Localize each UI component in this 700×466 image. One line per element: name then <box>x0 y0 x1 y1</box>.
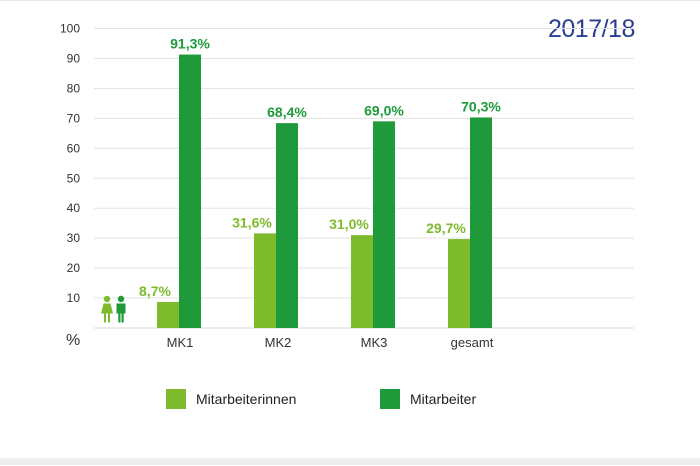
y-tick-100: 100 <box>60 22 80 36</box>
y-tick-70: 70 <box>67 111 81 125</box>
data-label-mk3-female: 31,0% <box>329 216 369 232</box>
legend-label-female: Mitarbeiterinnen <box>196 391 297 407</box>
bar-mk1-female <box>157 301 179 328</box>
data-label-mk2-male: 68,4% <box>267 104 307 120</box>
data-label-mk2-female: 31,6% <box>232 214 272 230</box>
woman-icon <box>101 295 113 323</box>
y-tick-60: 60 <box>67 141 81 155</box>
legend-swatch-male <box>380 389 400 409</box>
people-icons <box>101 295 126 323</box>
y-tick-80: 80 <box>67 81 81 95</box>
y-axis-label: % <box>66 332 80 349</box>
category-labels: MK1 MK2 MK3 gesamt <box>167 335 494 350</box>
category-label-mk2: MK2 <box>265 335 292 350</box>
bar-mk2-female <box>254 233 276 328</box>
bottom-strip <box>0 458 700 465</box>
category-label-mk3: MK3 <box>361 335 388 350</box>
data-labels: 8,7% 91,3% 31,6% 68,4% 31,0% 69,0% 29,7% 70,3% <box>139 36 501 299</box>
bar-mk3-female <box>351 235 373 328</box>
y-tick-20: 20 <box>67 261 81 275</box>
y-tick-90: 90 <box>67 51 81 65</box>
category-label-gesamt: gesamt <box>451 335 494 350</box>
bar-gesamt-female <box>448 239 470 328</box>
bar-mk3-male <box>373 121 395 328</box>
legend-item-female: Mitarbeiterinnen <box>166 389 296 409</box>
category-label-mk1: MK1 <box>167 335 194 350</box>
bar-mk1-male <box>179 54 201 329</box>
bar-mk2-male <box>276 123 298 328</box>
man-icon <box>116 295 126 323</box>
y-tick-10: 10 <box>67 291 81 305</box>
data-label-mk1-male: 91,3% <box>170 36 210 52</box>
bars <box>157 54 492 329</box>
data-label-mk1-female: 8,7% <box>139 283 171 299</box>
y-tick-30: 30 <box>67 231 81 245</box>
legend-label-male: Mitarbeiter <box>410 391 477 407</box>
legend-item-male: Mitarbeiter <box>380 389 476 409</box>
legend-swatch-female <box>166 389 186 409</box>
bar-gesamt-male <box>470 117 492 328</box>
y-tick-40: 40 <box>67 201 81 215</box>
data-label-gesamt-female: 29,7% <box>426 220 466 236</box>
data-label-mk3-male: 69,0% <box>364 102 404 118</box>
y-tick-labels: 10 20 30 40 50 60 70 80 90 100 <box>60 22 80 306</box>
y-tick-50: 50 <box>67 171 81 185</box>
data-label-gesamt-male: 70,3% <box>461 98 501 114</box>
